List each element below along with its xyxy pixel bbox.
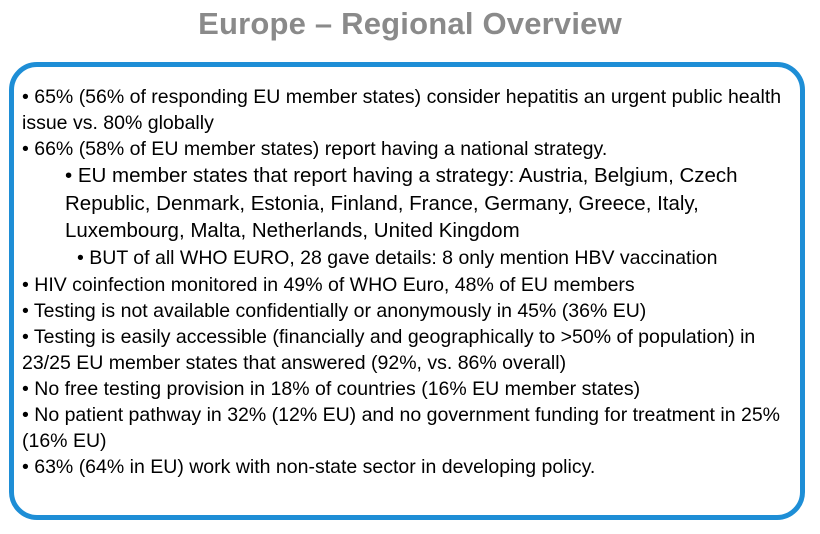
bullet-item: • No free testing provision in 18% of co… (22, 377, 641, 400)
slide-title: Europe – Regional Overview (198, 6, 622, 41)
sub-bullet-item: • BUT of all WHO EURO, 28 gave details: … (77, 246, 718, 269)
sub-bullet-item: • EU member states that report having a … (65, 164, 738, 242)
bullet-item: • Testing is easily accessible (financia… (22, 325, 756, 374)
bullet-item: • Testing is not available confidentiall… (22, 299, 647, 322)
bullet-item: • No patient pathway in 32% (12% EU) and… (22, 403, 781, 452)
bullet-item: • 66% (58% of EU member states) report h… (22, 138, 608, 160)
bullet-item: • 65% (56% of responding EU member state… (22, 86, 782, 134)
bullet-item: • HIV coinfection monitored in 49% of WH… (22, 273, 635, 296)
bullet-item: • 63% (64% in EU) work with non-state se… (22, 455, 596, 478)
bullet-list: • 65% (56% of responding EU member state… (22, 84, 806, 480)
content-panel (9, 62, 805, 520)
